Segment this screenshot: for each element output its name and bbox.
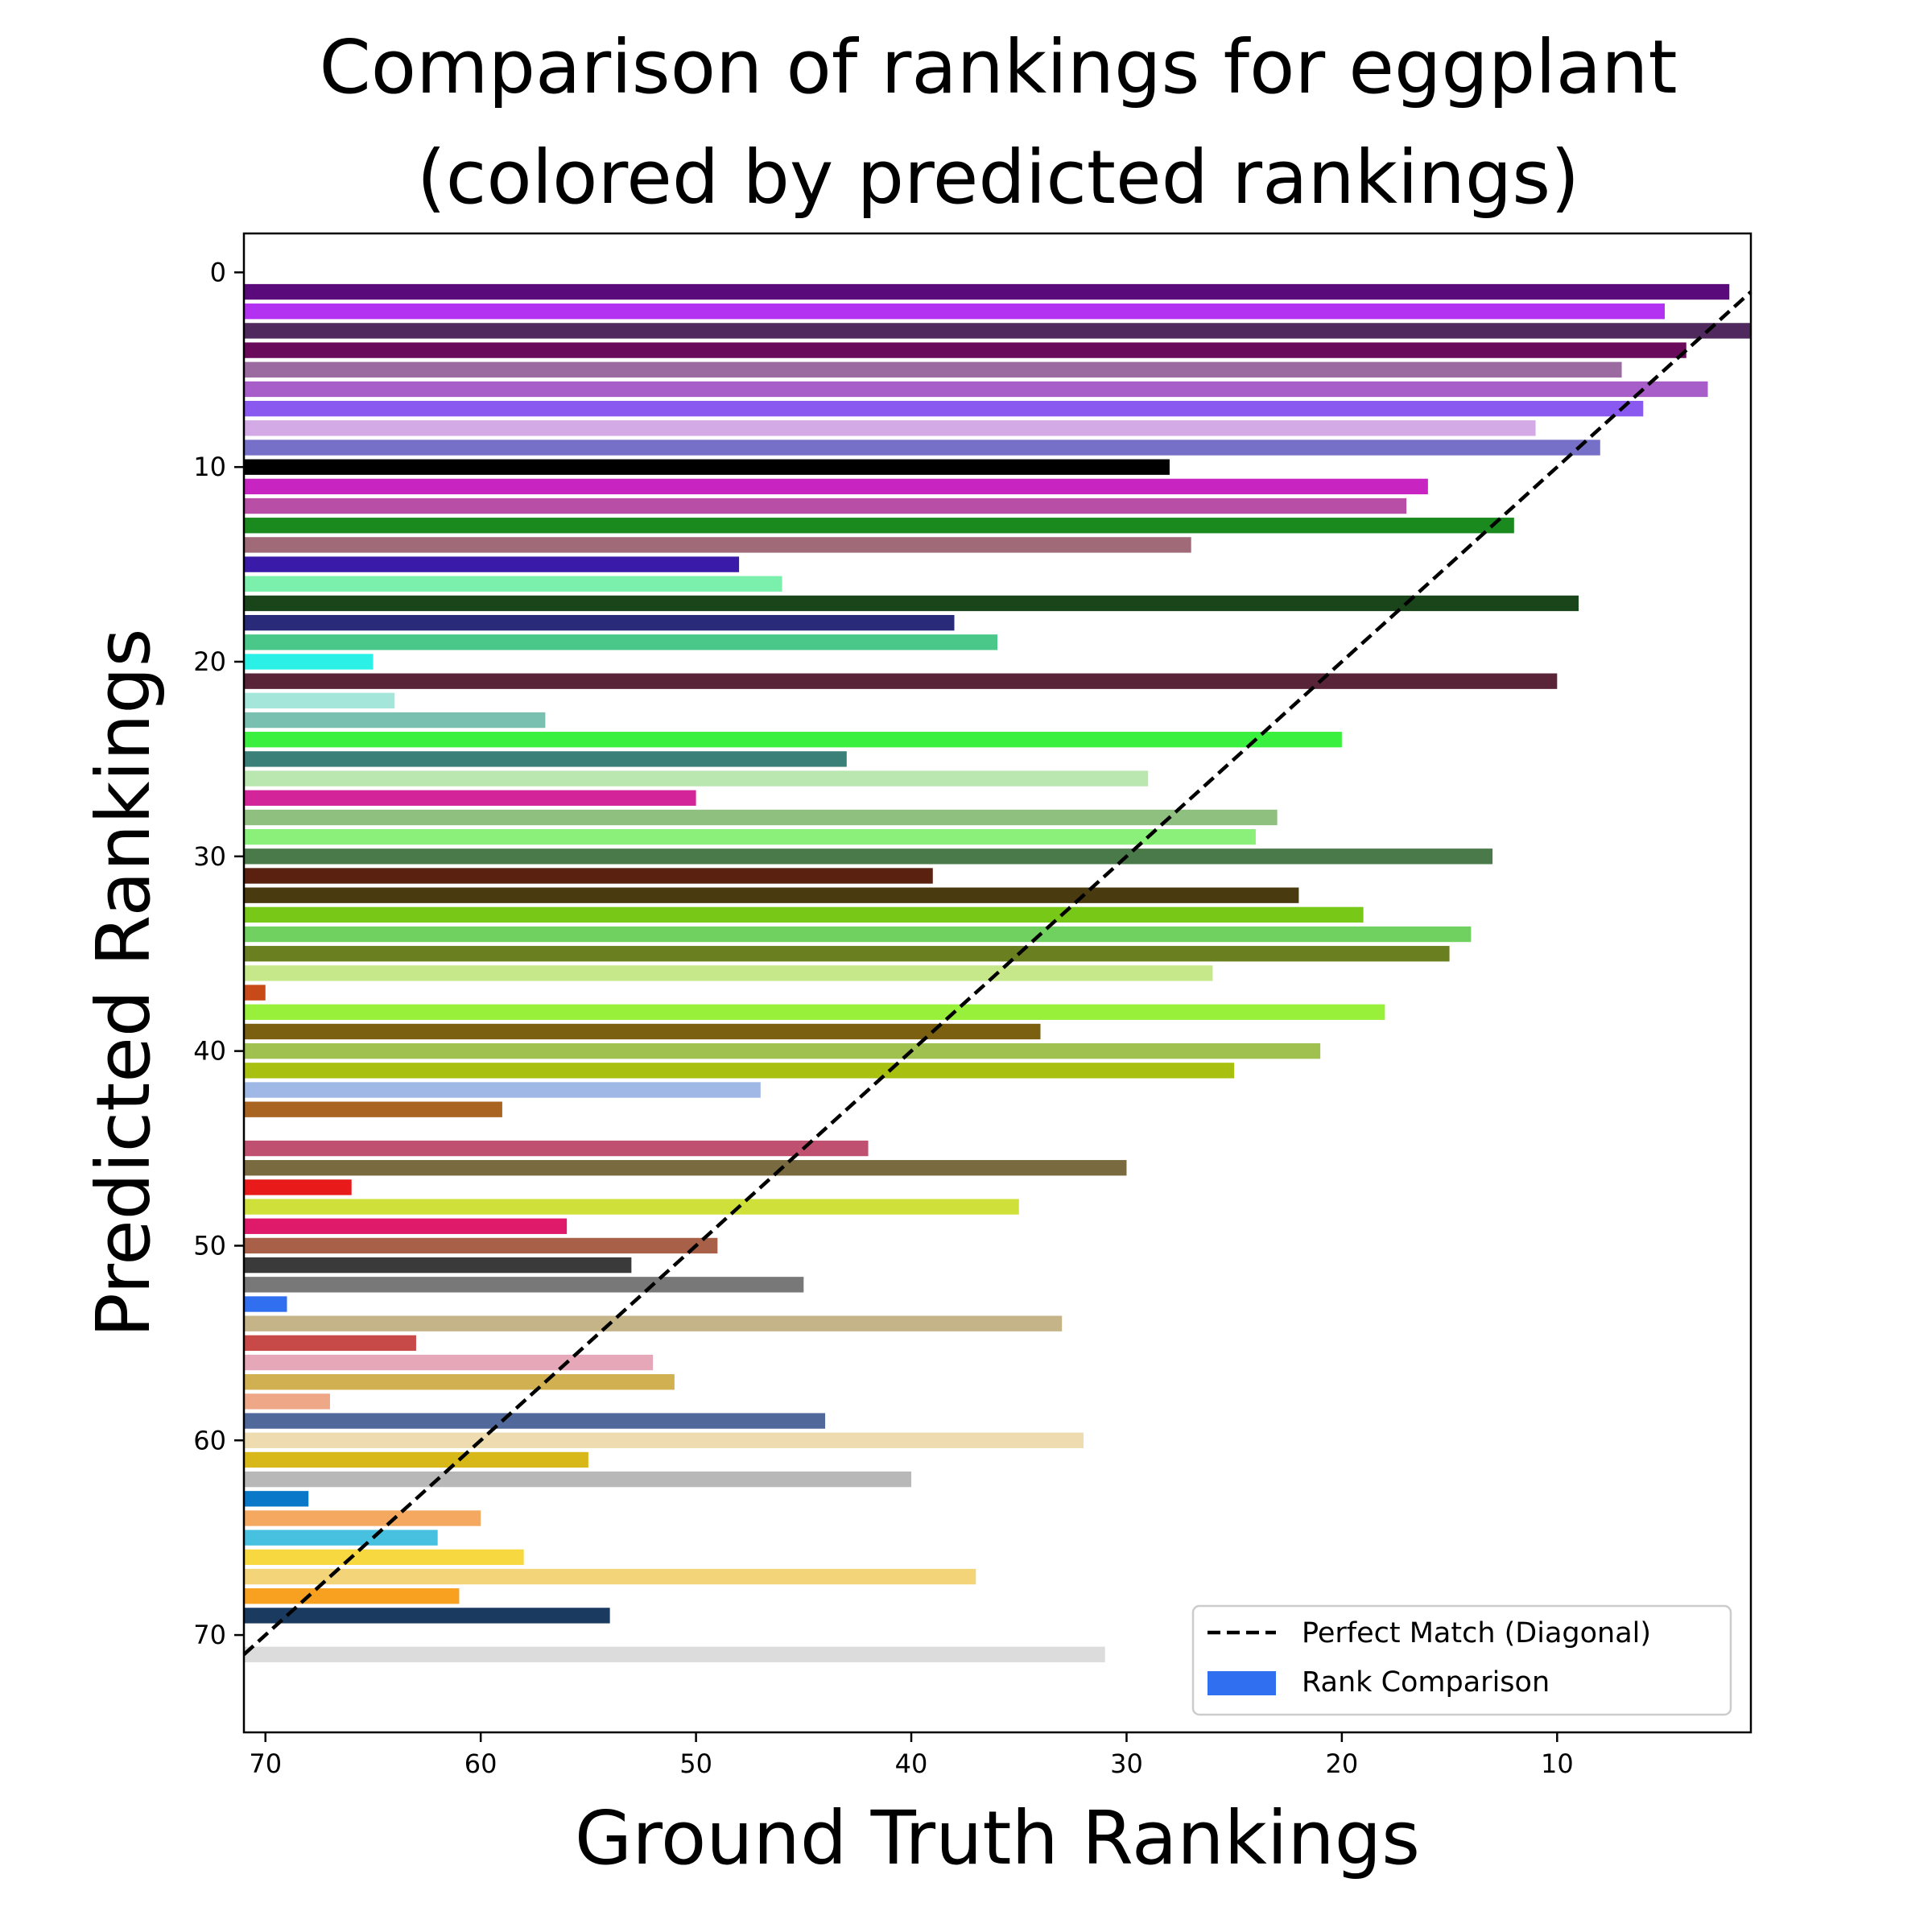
bar-predicted-58	[244, 1393, 330, 1410]
bar-predicted-45	[244, 1140, 869, 1157]
bar-predicted-48	[244, 1199, 1019, 1215]
bar-predicted-43	[244, 1101, 502, 1117]
legend-label-rank-comparison: Rank Comparison	[1302, 1666, 1550, 1699]
x-tick-label: 70	[249, 1748, 282, 1779]
bar-predicted-63	[244, 1491, 309, 1507]
bar-predicted-71	[244, 1646, 1105, 1662]
legend-label-perfect-match: Perfect Match (Diagonal)	[1302, 1617, 1651, 1649]
bar-predicted-27	[244, 790, 696, 806]
bar-predicted-15	[244, 556, 740, 572]
bar-predicted-53	[244, 1296, 287, 1312]
chart-title-line2: (colored by predicted rankings)	[417, 134, 1579, 221]
bar-predicted-11	[244, 478, 1428, 495]
bar-predicted-31	[244, 868, 933, 884]
x-axis-label: Ground Truth Rankings	[575, 1795, 1420, 1881]
bar-predicted-54	[244, 1315, 1063, 1331]
bar-predicted-42	[244, 1082, 761, 1098]
bar-predicted-7	[244, 400, 1644, 417]
bar-predicted-13	[244, 518, 1514, 534]
x-tick-label: 10	[1541, 1748, 1574, 1779]
legend: Perfect Match (Diagonal) Rank Comparison	[1191, 1604, 1732, 1716]
bar-predicted-28	[244, 809, 1278, 826]
bar-predicted-21	[244, 673, 1558, 689]
bar-predicted-26	[244, 770, 1149, 786]
perfect-match-diagonal	[242, 290, 1752, 1656]
bar-predicted-2	[244, 303, 1666, 320]
bar-predicted-16	[244, 576, 782, 592]
plot-frame	[242, 232, 1752, 1734]
bar-predicted-20	[244, 654, 374, 670]
bar-predicted-49	[244, 1218, 568, 1234]
bar-predicted-22	[244, 692, 395, 709]
bar-predicted-68	[244, 1588, 460, 1604]
bar-predicted-46	[244, 1160, 1127, 1176]
x-tick-label: 60	[464, 1748, 497, 1779]
bar-predicted-23	[244, 712, 546, 729]
bar-predicted-3	[244, 323, 1751, 339]
bar-predicted-29	[244, 828, 1256, 845]
x-tick-label: 40	[895, 1748, 928, 1779]
y-tick-label: 30	[193, 841, 226, 872]
y-tick-label: 50	[193, 1230, 226, 1261]
bar-predicted-10	[244, 459, 1170, 475]
y-axis-ticks: 0 10 20 30 40 50 60 70	[193, 257, 244, 1650]
bar-predicted-18	[244, 614, 955, 631]
y-tick-label: 0	[210, 257, 226, 287]
bar-predicted-33	[244, 906, 1364, 923]
bar-predicted-69	[244, 1608, 610, 1624]
bar-predicted-9	[244, 440, 1600, 456]
bar-predicted-56	[244, 1354, 654, 1371]
bar-predicted-32	[244, 887, 1299, 903]
bar-predicted-41	[244, 1063, 1235, 1079]
bar-predicted-19	[244, 634, 997, 650]
bar-predicted-12	[244, 497, 1407, 514]
bar-predicted-36	[244, 965, 1213, 981]
bar-predicted-37	[244, 985, 266, 1001]
bar-predicted-64	[244, 1510, 481, 1526]
x-axis-ticks: 70 60 50 40 30 20 10	[249, 1732, 1574, 1779]
x-tick-label: 20	[1326, 1748, 1359, 1779]
bar-predicted-14	[244, 537, 1191, 553]
bar-predicted-66	[244, 1549, 524, 1566]
bar-predicted-47	[244, 1179, 352, 1195]
bar-predicted-65	[244, 1530, 438, 1546]
bar-predicted-4	[244, 342, 1686, 358]
bar-predicted-8	[244, 420, 1536, 436]
x-tick-label: 50	[679, 1748, 712, 1779]
bar-predicted-61	[244, 1451, 588, 1468]
y-tick-label: 20	[193, 646, 226, 677]
bar-predicted-30	[244, 848, 1493, 865]
bar-predicted-39	[244, 1023, 1041, 1040]
bar-predicted-60	[244, 1432, 1084, 1448]
bar-predicted-59	[244, 1413, 826, 1429]
bar-predicted-24	[244, 732, 1342, 748]
legend-box	[1191, 1604, 1732, 1716]
bar-predicted-38	[244, 1004, 1385, 1020]
bar-predicted-5	[244, 361, 1622, 378]
bar-predicted-57	[244, 1374, 675, 1390]
y-axis-label: Predicted Rankings	[80, 628, 167, 1337]
chart-title-line1: Comparison of rankings for eggplant	[319, 24, 1677, 110]
bar-predicted-35	[244, 946, 1450, 962]
bars-group	[244, 283, 1751, 1662]
y-tick-label: 60	[193, 1425, 226, 1455]
y-tick-label: 70	[193, 1620, 226, 1650]
bar-predicted-50	[244, 1237, 718, 1254]
y-tick-label: 40	[193, 1036, 226, 1067]
y-tick-label: 10	[193, 452, 226, 482]
bar-predicted-52	[244, 1277, 804, 1293]
bar-predicted-25	[244, 751, 847, 767]
x-tick-label: 30	[1110, 1748, 1143, 1779]
bar-predicted-55	[244, 1335, 416, 1352]
bar-predicted-6	[244, 381, 1708, 398]
bar-predicted-62	[244, 1471, 912, 1488]
bar-predicted-51	[244, 1257, 632, 1274]
legend-rank-swatch	[1208, 1671, 1276, 1695]
bar-predicted-1	[244, 283, 1730, 300]
bar-predicted-34	[244, 926, 1472, 943]
bar-predicted-17	[244, 595, 1579, 612]
bar-predicted-40	[244, 1042, 1321, 1059]
bar-predicted-67	[244, 1568, 976, 1585]
